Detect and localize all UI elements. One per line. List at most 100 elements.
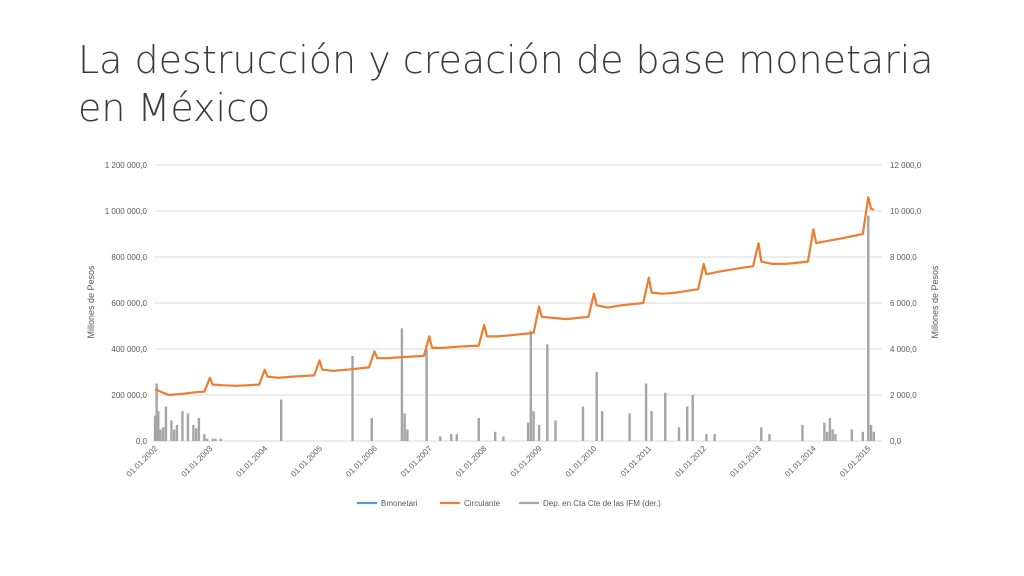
bar-dep	[831, 429, 834, 441]
bar-dep	[644, 383, 648, 441]
bar-dep	[677, 427, 681, 441]
y-tick-label: 800 000,0	[111, 253, 147, 262]
line-circulante	[154, 196, 875, 397]
y2-tick-label: 8 000,0	[890, 253, 917, 262]
bar-dep	[181, 411, 184, 441]
x-axis-ticks: 01.01.2002 01.01.2003 01.01.2004 01.01.2005…	[125, 444, 873, 479]
bar-dep	[532, 411, 535, 441]
x-tick-label: 01.01.2014	[783, 444, 818, 479]
bar-dep	[219, 438, 223, 441]
bar-dep	[713, 434, 716, 441]
gridlines	[155, 164, 882, 442]
bar-dep	[153, 415, 157, 441]
y2-axis-ticks: 0,0 2 000,0 4 000,0 6 000,0 8 000,0 10 000,0 1…	[890, 161, 922, 446]
bar-dep	[370, 418, 373, 441]
x-tick-label: 01.01.2015	[838, 444, 873, 479]
bar-dep	[194, 428, 198, 441]
x-tick-label: 01.01.2005	[289, 444, 324, 479]
bar-dep	[162, 427, 165, 441]
bar-dep	[823, 422, 826, 441]
bar-dep	[537, 424, 541, 441]
bar-dep	[175, 424, 179, 441]
bar-dep	[595, 372, 598, 441]
bar-dep	[439, 436, 442, 441]
bar-dep	[157, 411, 160, 441]
y2-axis-title: Millones de Pesos	[930, 265, 940, 339]
bar-dep	[205, 438, 209, 441]
bar-dep	[403, 413, 406, 441]
x-tick-label: 01.01.2009	[509, 444, 544, 479]
bar-dep	[581, 406, 585, 441]
y-axis-title: Millones de Pesos	[86, 265, 96, 339]
bar-dep	[173, 429, 176, 441]
x-tick-label: 01.01.2013	[728, 444, 763, 479]
bar-dep	[529, 330, 533, 441]
bar-dep	[526, 422, 530, 441]
y2-tick-label: 4 000,0	[890, 345, 917, 354]
y2-tick-label: 10 000,0	[890, 207, 922, 216]
bar-dep	[351, 355, 354, 441]
y2-tick-label: 0,0	[890, 437, 902, 446]
y-tick-label: 400 000,0	[111, 345, 147, 354]
bar-dep	[828, 418, 832, 441]
x-tick-label: 01.01.2007	[399, 444, 434, 479]
bar-dep	[546, 344, 549, 441]
bar-dep	[872, 431, 875, 441]
bar-dep	[825, 431, 829, 441]
bar-dep	[664, 392, 667, 441]
bar-dep	[705, 434, 708, 441]
bar-dep	[211, 438, 214, 441]
bar-dep	[450, 434, 453, 441]
bar-dep	[279, 399, 283, 441]
x-tick-label: 01.01.2010	[564, 444, 599, 479]
bar-dep	[834, 434, 837, 441]
bar-dep	[164, 406, 168, 441]
y2-tick-label: 12 000,0	[890, 161, 922, 170]
slide-title: La destrucción y creación de base moneta…	[78, 38, 934, 130]
y-tick-label: 600 000,0	[111, 299, 147, 308]
bar-dep	[760, 427, 763, 441]
y-tick-label: 1 000 000,0	[105, 207, 148, 216]
x-tick-label: 01.01.2006	[344, 444, 379, 479]
x-tick-label: 01.01.2002	[125, 444, 160, 479]
bar-dep	[493, 431, 497, 441]
y-tick-label: 0,0	[136, 437, 148, 446]
bar-dep	[400, 328, 404, 441]
bar-dep	[406, 429, 409, 441]
bar-dep	[867, 215, 870, 441]
x-tick-label: 01.01.2008	[454, 444, 489, 479]
bar-dep	[861, 431, 864, 441]
bar-dep	[186, 413, 190, 441]
bars-dep-cta-cte	[153, 215, 875, 441]
legend-label: Circulante	[464, 499, 501, 508]
y-tick-label: 200 000,0	[111, 391, 147, 400]
bar-dep	[214, 438, 217, 441]
x-tick-label: 01.01.2004	[234, 444, 269, 479]
lines	[154, 196, 875, 397]
legend: Bmonetari Circulante Dep. en Cta Cte de la…	[357, 499, 661, 508]
y2-tick-label: 6 000,0	[890, 299, 917, 308]
y2-tick-label: 2 000,0	[890, 391, 917, 400]
bar-dep	[554, 420, 557, 441]
bar-dep	[869, 424, 873, 441]
bar-dep	[192, 424, 195, 441]
bar-dep	[425, 349, 428, 441]
x-tick-label: 01.01.2003	[180, 444, 215, 479]
bar-dep	[850, 429, 854, 441]
bar-dep	[477, 418, 480, 441]
y-tick-label: 1 200 000,0	[105, 161, 148, 170]
bar-dep	[155, 383, 158, 441]
bar-dep	[691, 395, 694, 441]
bar-dep	[170, 420, 173, 441]
x-tick-label: 01.01.2011	[619, 444, 654, 479]
bar-dep	[159, 429, 162, 441]
bar-dep	[686, 406, 689, 441]
bar-dep	[600, 411, 604, 441]
bar-dep	[768, 434, 771, 441]
legend-label: Dep. en Cta Cte de las IFM (der.)	[543, 499, 661, 508]
x-tick-label: 01.01.2012	[673, 444, 708, 479]
legend-label: Bmonetari	[381, 499, 418, 508]
bar-dep	[197, 418, 201, 441]
bar-dep	[628, 413, 631, 441]
